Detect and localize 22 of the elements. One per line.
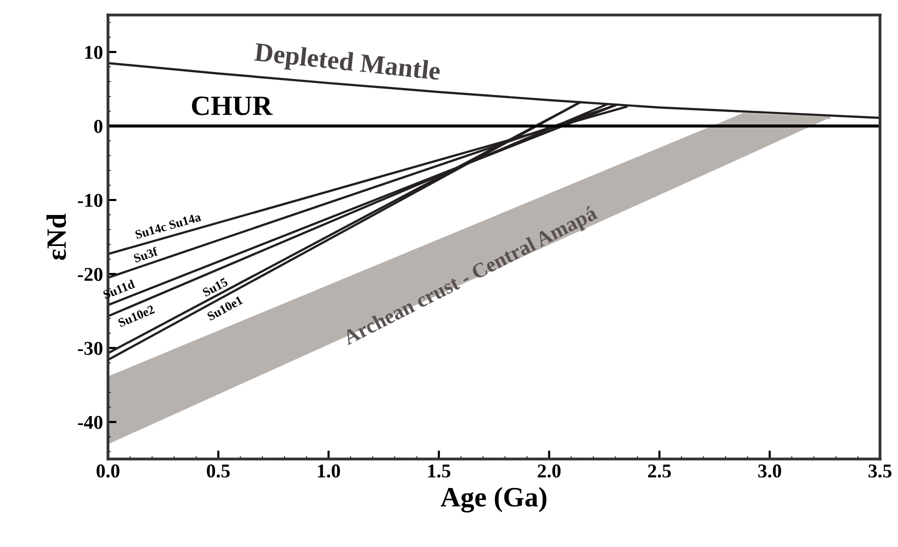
text: Su3f (133, 246, 159, 263)
y-tick-label: -20 (78, 268, 102, 281)
text: Su11d (102, 279, 136, 300)
annotation: Depleted Mantle (254, 42, 441, 86)
x-tick-label: 3.5 (868, 464, 892, 478)
x-tick-label: 0.5 (206, 464, 230, 478)
x-tick-label: 1.5 (428, 464, 450, 478)
y-tick-label: -10 (78, 194, 102, 207)
y-tick-label: 10 (85, 46, 102, 59)
text: Su14c Su14a (134, 212, 202, 239)
x-axis-title: Age (Ga) (440, 487, 546, 512)
annotation: CHUR (192, 96, 273, 116)
x-tick-label: 3.0 (758, 464, 782, 478)
x-tick-label: 1.0 (318, 464, 340, 478)
x-tick-label: 0.0 (96, 464, 120, 478)
y-tick-label: 0 (94, 120, 102, 133)
y-axis-title: εNd (46, 214, 66, 260)
x-tick-label: 2.0 (538, 464, 561, 478)
y-tick-label: -30 (78, 342, 102, 355)
y-tick-label: -40 (78, 416, 102, 429)
text: Su15 (202, 278, 228, 297)
x-tick-label: 2.5 (648, 464, 671, 478)
